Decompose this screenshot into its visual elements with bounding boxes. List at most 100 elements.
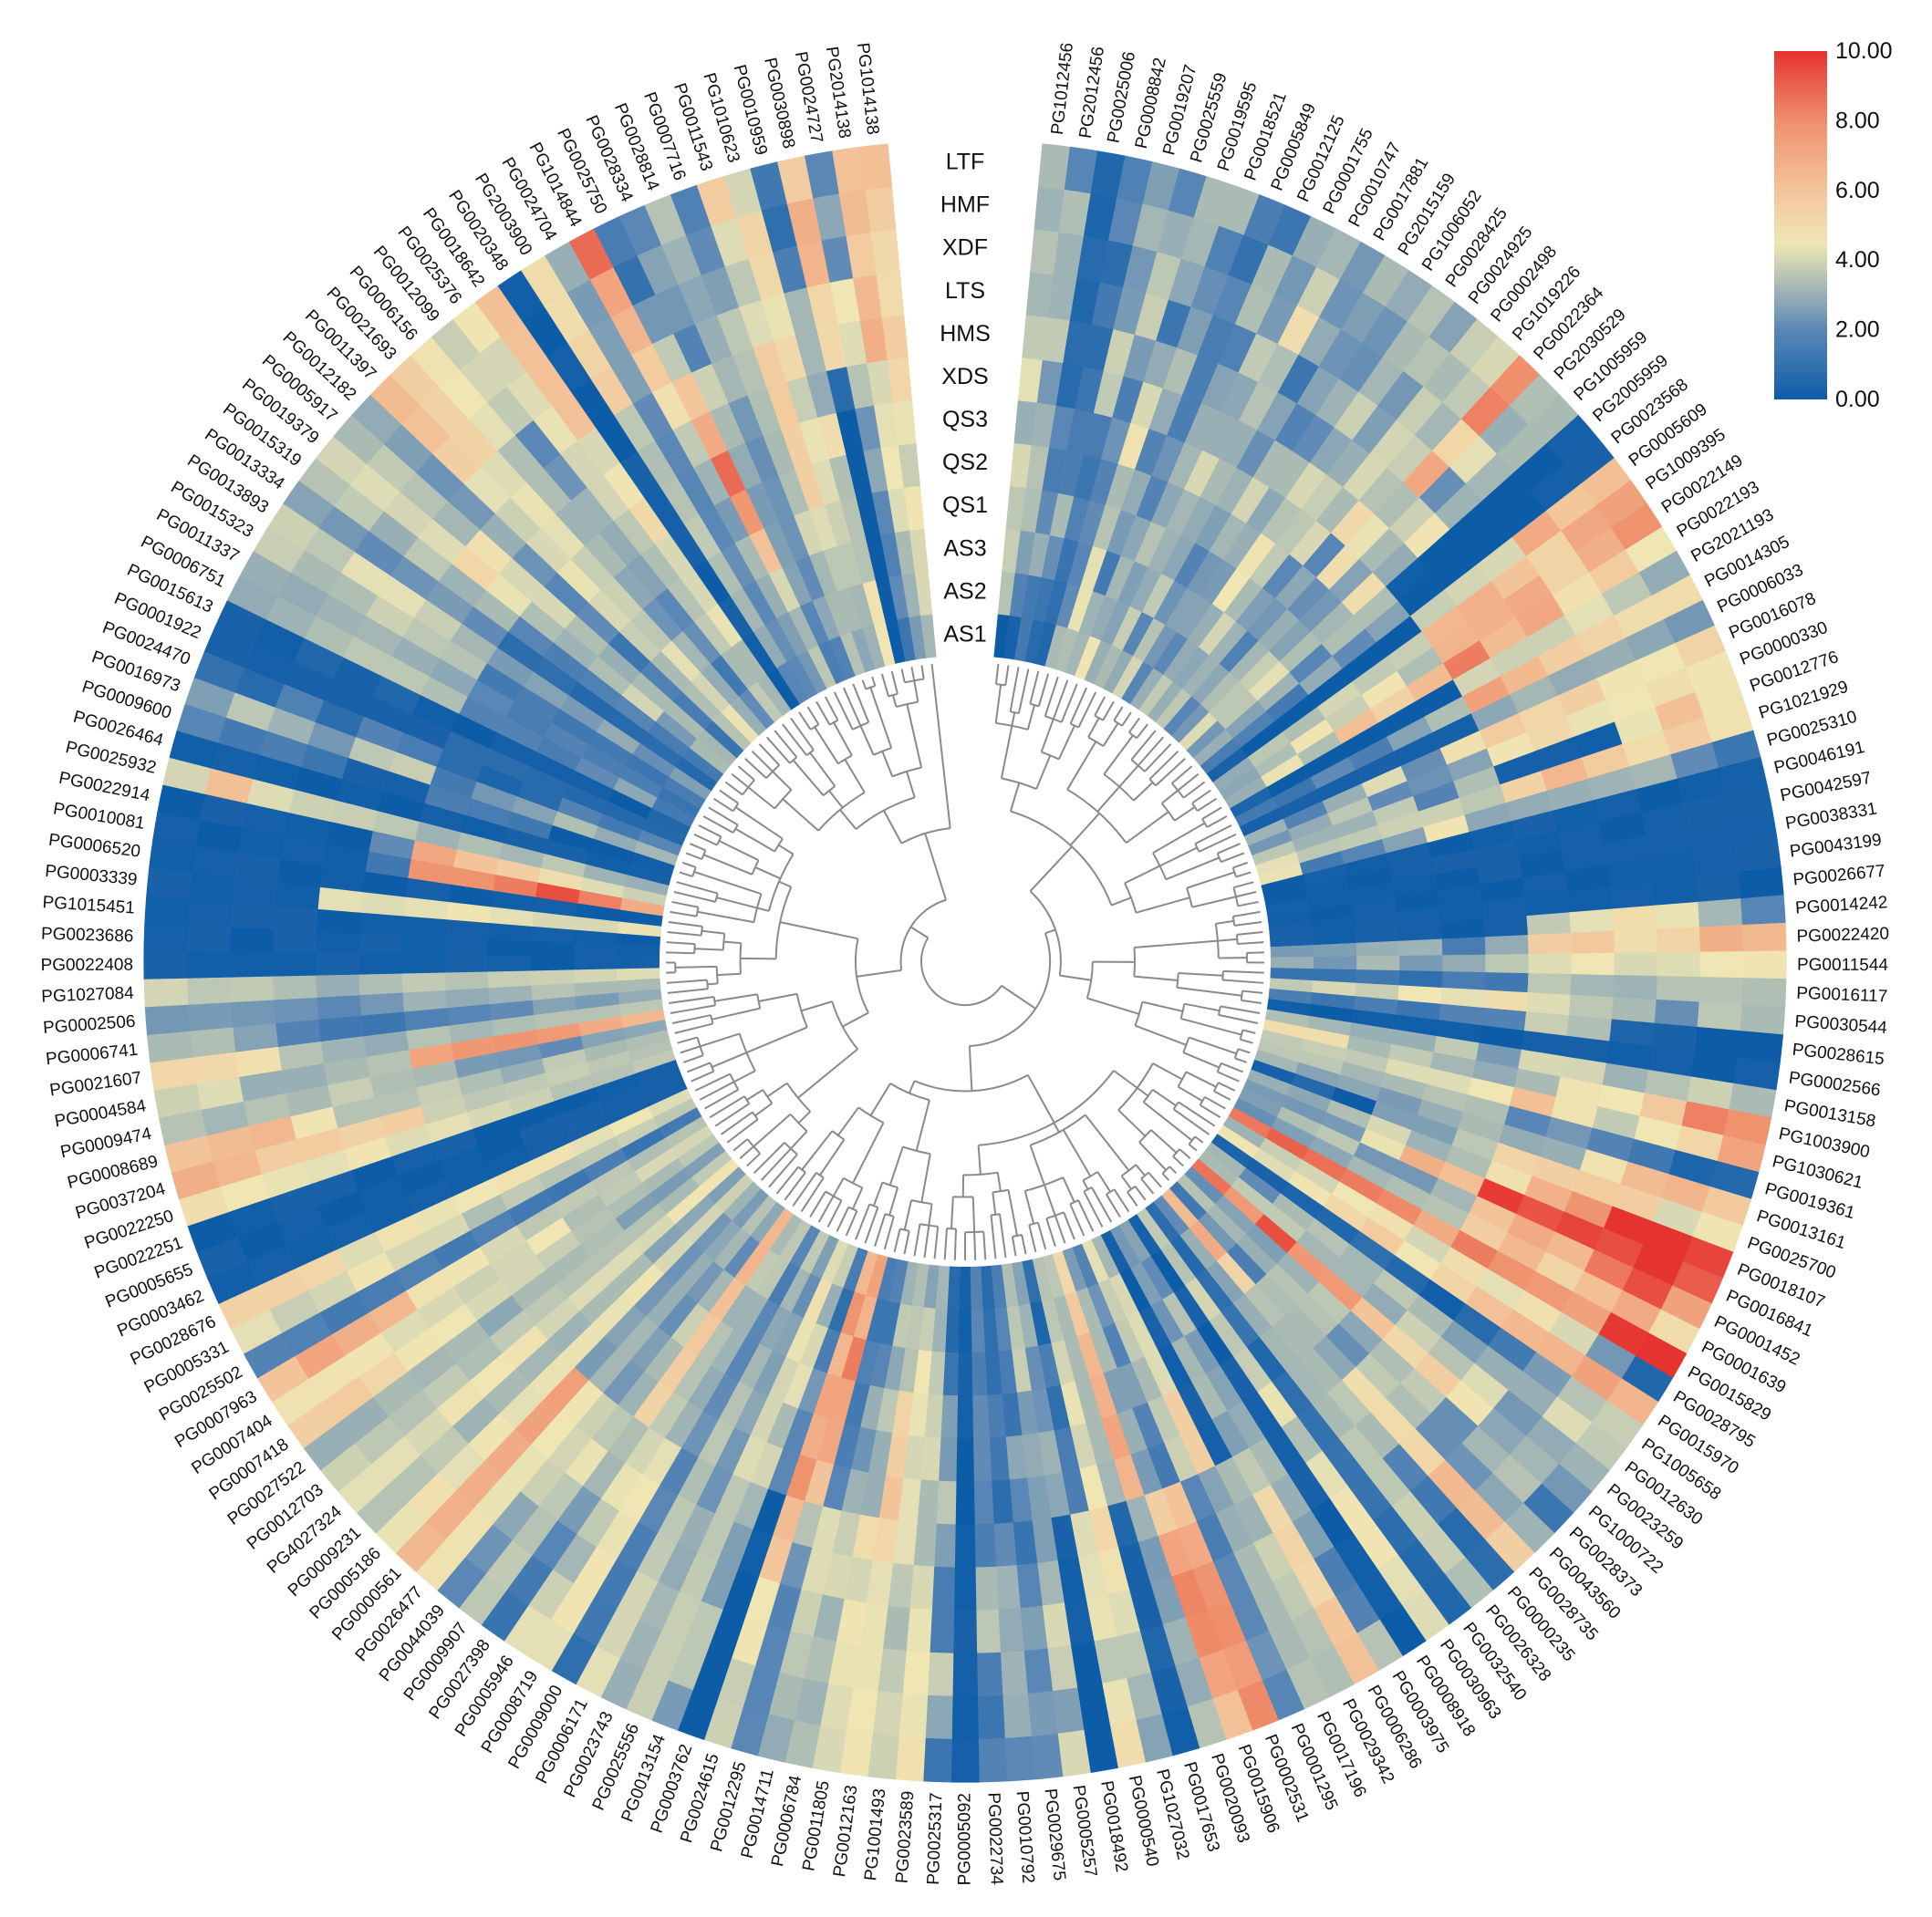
heatmap-cell: [909, 615, 927, 660]
heatmap-cell: [1002, 528, 1022, 574]
heatmap-cell: [414, 821, 462, 850]
heatmap-cell: [628, 497, 670, 544]
dendrogram-branch: [1029, 1145, 1045, 1186]
heatmap-cell: [413, 598, 462, 641]
heatmap-cell: [641, 1437, 682, 1486]
heatmap-cell: [1289, 520, 1332, 566]
heatmap-cell: [317, 886, 363, 913]
heatmap-cell: [511, 795, 558, 825]
heatmap-cell: [1423, 352, 1471, 403]
heatmap-cell: [515, 1203, 563, 1241]
heatmap-cell: [184, 677, 235, 718]
heatmap-cell: [1243, 1284, 1285, 1328]
dendrogram-branch: [1045, 1218, 1056, 1248]
heatmap-cell: [525, 1217, 572, 1256]
heatmap-cell: [891, 1390, 914, 1436]
dendrogram-branch: [1204, 1095, 1226, 1110]
heatmap-cell: [596, 1510, 639, 1560]
heatmap-cell: [1069, 1423, 1097, 1470]
heatmap-cell: [436, 1557, 486, 1609]
heatmap-cell: [149, 839, 196, 873]
heatmap-cell: [810, 1235, 839, 1280]
dendrogram-branch: [691, 866, 697, 877]
heatmap-cell: [799, 600, 830, 646]
heatmap-cell: [1339, 241, 1386, 294]
heatmap-cell: [621, 1263, 664, 1306]
heatmap-cell: [1397, 647, 1444, 687]
heatmap-cell: [658, 1293, 698, 1338]
dendrogram-branch: [1007, 1189, 1019, 1237]
heatmap-cell: [785, 1454, 817, 1502]
heatmap-cell: [1117, 1631, 1151, 1679]
heatmap-cell: [1372, 542, 1418, 587]
dendrogram-branch: [869, 687, 893, 749]
heatmap-cell: [1724, 784, 1773, 821]
heatmap-cell: [439, 640, 488, 680]
heatmap-cell: [1372, 1506, 1419, 1556]
heatmap-cell: [544, 572, 589, 616]
dendrogram-branch: [1133, 782, 1154, 802]
heatmap-cell: [1014, 617, 1034, 662]
heatmap-cell: [358, 932, 403, 955]
dendrogram-branch: [784, 1142, 798, 1155]
heatmap-cell: [1527, 973, 1573, 996]
dendrogram-branch: [1171, 765, 1193, 784]
heatmap-cell: [1464, 1539, 1515, 1591]
heatmap-cell: [1215, 1195, 1256, 1235]
dendrogram-branch: [968, 1045, 973, 1092]
heatmap-cell: [1021, 574, 1043, 620]
heatmap-cell: [1287, 813, 1334, 842]
heatmap-cell: [1239, 650, 1281, 691]
heatmap-cell: [1436, 1020, 1482, 1043]
heatmap-cell: [1246, 486, 1286, 534]
heatmap-cell: [1282, 1095, 1327, 1125]
dendrogram-branch: [1148, 1171, 1162, 1188]
heatmap-cell: [484, 1145, 532, 1179]
heatmap-cell: [1176, 595, 1213, 640]
dendrogram-branch: [845, 1210, 858, 1237]
heatmap-cell: [1265, 897, 1311, 917]
heatmap-cell: [1331, 1087, 1377, 1116]
heatmap-cell: [1170, 1569, 1208, 1619]
heatmap-cell: [365, 1195, 415, 1233]
heatmap-cell: [654, 587, 695, 632]
heatmap-cell: [1338, 342, 1384, 393]
heatmap-cell: [547, 1425, 592, 1474]
heatmap-cell: [1341, 722, 1387, 758]
heatmap-cell: [1563, 436, 1615, 485]
heatmap-cell: [333, 414, 385, 465]
dendrogram-branch: [1136, 723, 1148, 740]
heatmap-cell: [1719, 757, 1768, 794]
gene-label: PG1012456: [1048, 42, 1077, 136]
heatmap-cell: [747, 388, 782, 436]
dendrogram-branch: [856, 969, 902, 978]
heatmap-cell: [880, 444, 905, 491]
heatmap-cell: [369, 1068, 417, 1098]
heatmap-cell: [772, 1311, 804, 1358]
heatmap-cell: [1299, 589, 1343, 633]
dendrogram-branch: [1087, 736, 1105, 747]
heatmap-cell: [1560, 1056, 1607, 1086]
heatmap-cell: [786, 197, 823, 246]
heatmap-cell: [789, 1225, 821, 1269]
heatmap-cell: [1085, 1594, 1117, 1642]
heatmap-cell: [358, 953, 402, 975]
dendrogram-branch: [754, 866, 781, 880]
heatmap-cell: [1377, 811, 1424, 840]
dendrogram-branch: [1140, 1177, 1155, 1195]
heatmap-cell: [547, 1311, 592, 1354]
dendrogram-branch: [852, 1122, 885, 1184]
heatmap-cell: [956, 1438, 974, 1483]
heatmap-cell: [1093, 370, 1125, 419]
heatmap-cell: [1037, 1342, 1061, 1389]
heatmap-cell: [487, 955, 531, 972]
dendrogram-branch: [831, 1130, 845, 1141]
dendrogram-branch: [1004, 665, 1010, 686]
gene-label: PG0038331: [1784, 800, 1878, 834]
heatmap-cell: [1092, 550, 1122, 596]
heatmap-cell: [1444, 1443, 1493, 1492]
heatmap-cell: [461, 1194, 509, 1231]
heatmap-cell: [1131, 1402, 1165, 1449]
heatmap-cell: [1557, 678, 1607, 717]
heatmap-cell: [1444, 1557, 1494, 1609]
